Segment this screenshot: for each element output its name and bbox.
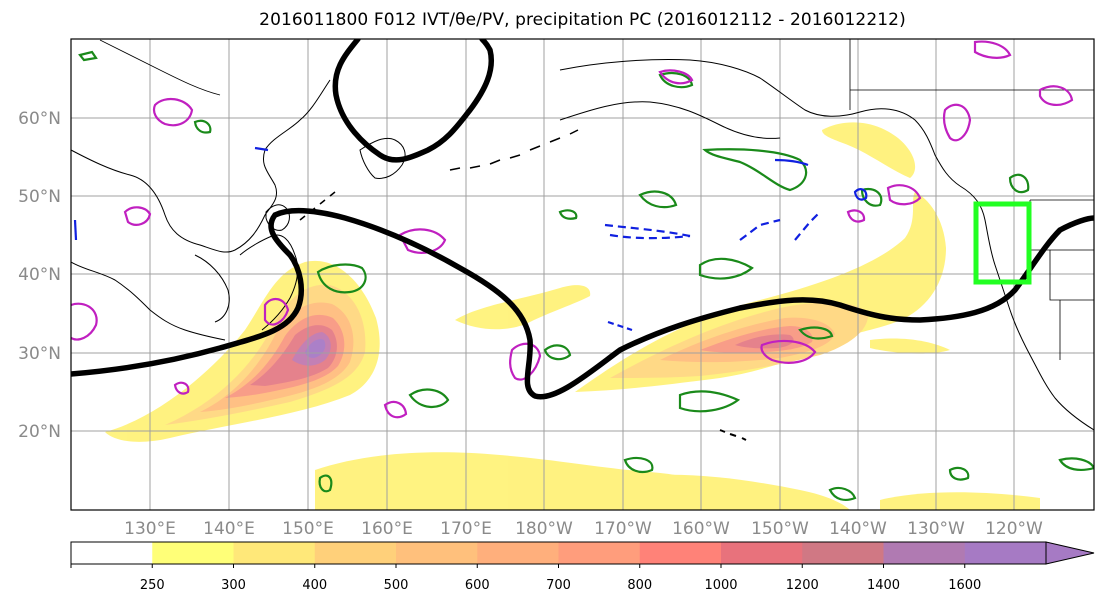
- trough-line: [71, 207, 1094, 400]
- green-contours: [78, 50, 1094, 501]
- lon-label: 160°W: [672, 519, 730, 539]
- lon-label: 170°E: [440, 519, 492, 539]
- colorbar-swatch: [396, 542, 478, 564]
- lon-label: 170°W: [594, 519, 652, 539]
- colorbar-tick-label: 250: [140, 578, 165, 593]
- colorbar-tick-label: 1400: [867, 578, 900, 593]
- coast-korea: [194, 254, 230, 323]
- coast-kamchatka: [359, 137, 406, 179]
- ivt-plume-central-pacific: [575, 192, 946, 392]
- colorbar-tick-label: 300: [221, 578, 246, 593]
- ivt-plume-northeast: [822, 122, 916, 178]
- colorbar-tick-label: 1200: [786, 578, 819, 593]
- lon-label: 150°E: [282, 519, 334, 539]
- lat-label: 50°N: [18, 187, 61, 207]
- graticule: [71, 39, 1094, 510]
- hawaii: [719, 429, 747, 441]
- ivt-shading: [105, 122, 1040, 510]
- colorbar-swatch: [314, 542, 397, 564]
- colorbar-swatch: [883, 542, 966, 564]
- lat-label: 40°N: [18, 265, 61, 285]
- state-lines: [1029, 199, 1094, 360]
- lon-label: 120°W: [985, 519, 1043, 539]
- colorbar-ticks: 250 300 400 500 600 700 800 1000 1200 1400 1600: [70, 564, 981, 593]
- lat-label: 20°N: [18, 422, 61, 442]
- trough-line-north: [332, 39, 494, 163]
- lon-label: 130°W: [907, 519, 965, 539]
- colorbar-swatch: [721, 542, 803, 564]
- map-panel: [71, 39, 1094, 510]
- lon-labels: 130°E 140°E 150°E 160°E 170°E 180°W 170°…: [124, 519, 1043, 539]
- colorbar: 250 300 400 500 600 700 800 1000 1200 1400 1600: [70, 541, 1095, 593]
- coast-japan: [239, 234, 299, 331]
- colorbar-tick-label: 400: [302, 578, 327, 593]
- colorbar-tick-label: 1600: [948, 578, 981, 593]
- colorbar-swatch: [639, 542, 722, 564]
- colorbar-tick-label: 800: [627, 578, 652, 593]
- colorbar-tick-label: 500: [384, 578, 409, 593]
- map-frame: [70, 38, 1095, 511]
- colorbar-extend-arrow: [1045, 541, 1095, 565]
- colorbar-tick-label: 600: [465, 578, 490, 593]
- colorbar-swatch: [477, 542, 559, 564]
- target-region-box: [973, 201, 1032, 285]
- colorbar-swatch: [233, 542, 316, 564]
- lon-label: 150°W: [751, 519, 809, 539]
- colorbar-swatch: [152, 542, 234, 564]
- lon-label: 140°E: [203, 519, 255, 539]
- lat-labels: 60°N 50°N 40°N 30°N 20°N: [18, 109, 61, 442]
- ivt-plume-mid: [455, 285, 591, 330]
- coast-north-america-west: [959, 185, 1094, 431]
- aleutian-islands: [449, 129, 579, 171]
- lon-label: 180°W: [515, 519, 573, 539]
- colorbar-swatch: [964, 542, 1047, 564]
- lat-label: 60°N: [18, 109, 61, 129]
- lon-label: 140°W: [829, 519, 887, 539]
- coast-asia-mainland: [71, 79, 331, 253]
- colorbar-swatch: [802, 542, 884, 564]
- colorbar-swatch: [71, 542, 153, 564]
- colorbar-tick-label: 1000: [704, 578, 737, 593]
- lon-label: 130°E: [124, 519, 176, 539]
- lon-label: 160°E: [361, 519, 413, 539]
- lat-label: 30°N: [18, 344, 61, 364]
- colorbar-swatch: [558, 542, 641, 564]
- colorbar-tick-label: 700: [546, 578, 571, 593]
- coastlines: [71, 39, 1094, 441]
- coast-alaska: [559, 58, 961, 187]
- colorbar-swatches: [71, 542, 1047, 564]
- figure-title: 2016011800 F012 IVT/θe/PV, precipitation…: [259, 10, 906, 30]
- blue-contours: [73, 146, 868, 332]
